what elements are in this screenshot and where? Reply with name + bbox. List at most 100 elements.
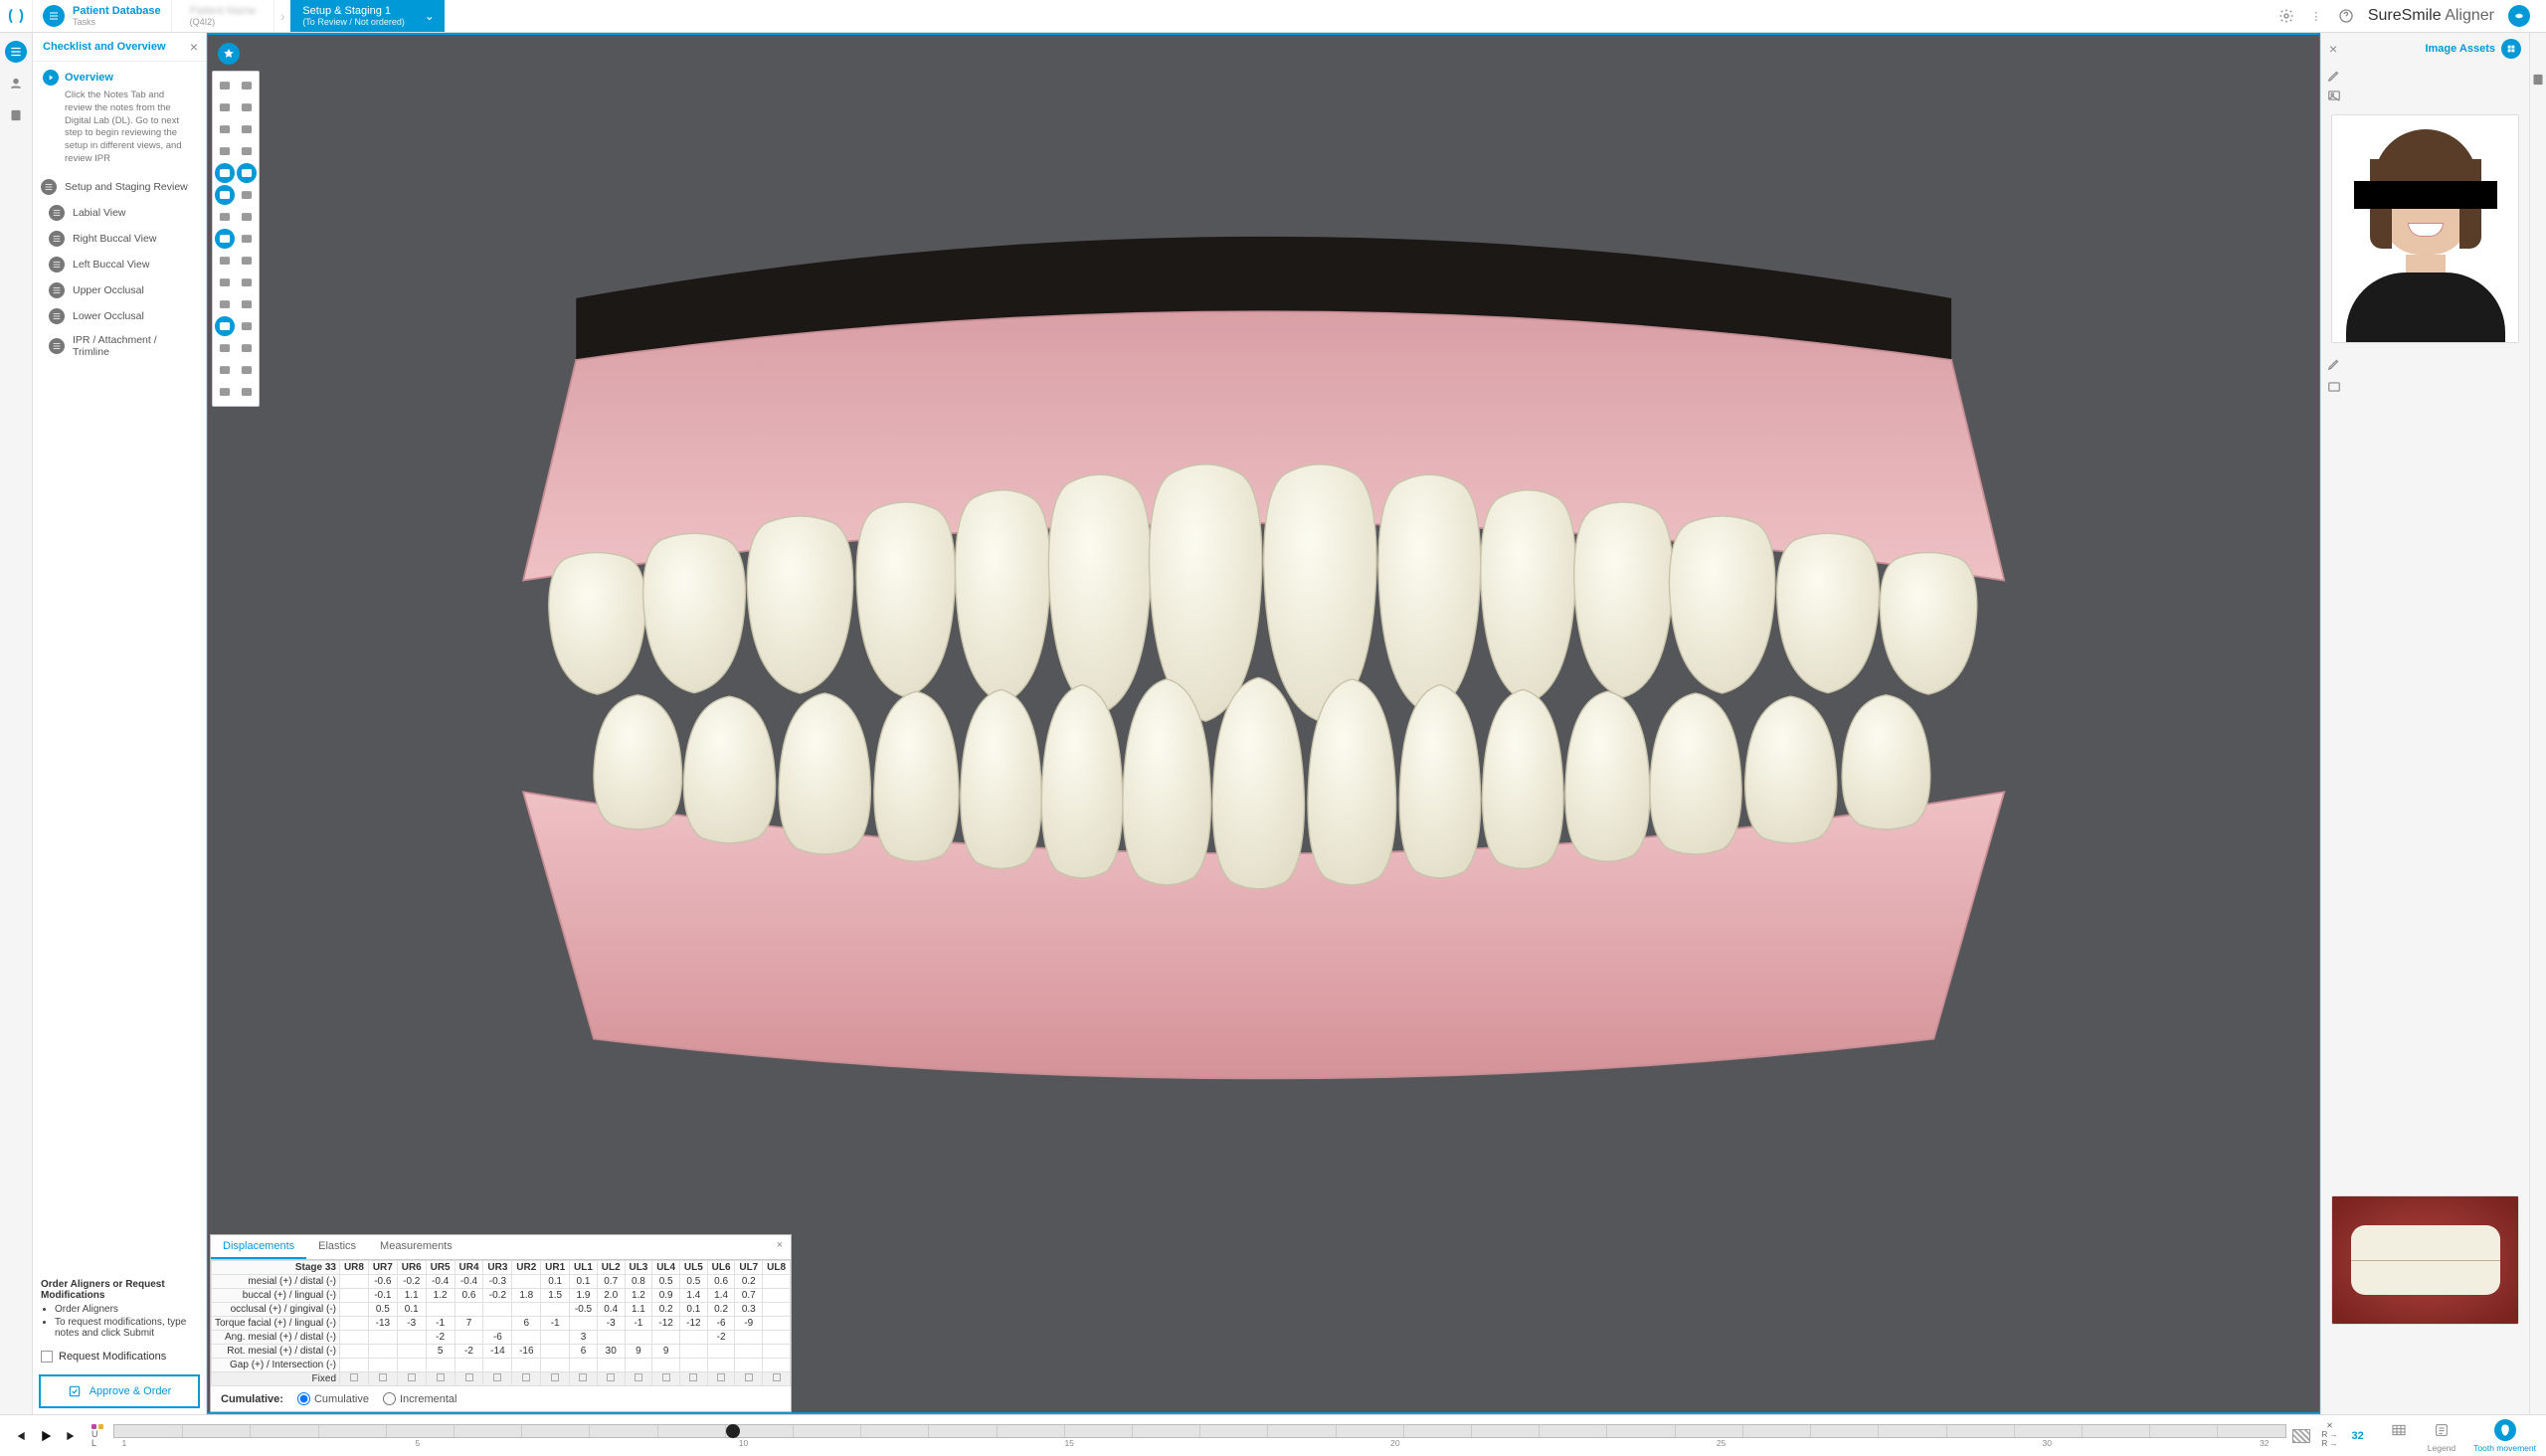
tool-layout1[interactable]	[215, 97, 235, 117]
checklist-view-item[interactable]: Lower Occlusal	[33, 303, 206, 329]
tool-layout3[interactable]	[215, 119, 235, 139]
patient-db-icon	[43, 5, 65, 27]
stage-dropdown[interactable]: Setup & Staging 1 (To Review / Not order…	[290, 0, 445, 32]
viewport-3d[interactable]: Camera (Patient View) Navigation Displac…	[207, 33, 2320, 1414]
checklist-view-item[interactable]: Left Buccal View	[33, 252, 206, 277]
tool-bite[interactable]	[237, 338, 257, 358]
data-tabs: DisplacementsElasticsMeasurements ×	[211, 1235, 791, 1260]
data-tab-measurements[interactable]: Measurements	[368, 1235, 464, 1259]
tool-attach[interactable]	[237, 273, 257, 292]
patient-photo[interactable]	[2331, 114, 2519, 343]
patient-db-title: Patient Database	[73, 5, 161, 17]
tool-compare[interactable]	[215, 229, 235, 249]
favorite-view-button[interactable]	[218, 43, 240, 65]
tool-arch2[interactable]	[237, 141, 257, 161]
app-logo	[0, 0, 33, 32]
rail-doc-icon[interactable]	[2531, 73, 2545, 90]
tool-curve[interactable]	[215, 338, 235, 358]
main: Checklist and Overview × Overview Click …	[0, 33, 2546, 1414]
radio-cumulative[interactable]: Cumulative	[297, 1392, 369, 1405]
list-icon	[49, 231, 65, 247]
tool-occlu-u[interactable]	[215, 163, 235, 183]
checklist-view-item[interactable]: IPR / Attachment / Trimline	[33, 329, 206, 363]
tool-ipr[interactable]	[215, 294, 235, 314]
tool-layout4[interactable]	[237, 119, 257, 139]
patient-name: Patient Name	[190, 5, 257, 17]
tool-gum-u[interactable]	[215, 185, 235, 205]
tick-label: 25	[1717, 1438, 1726, 1448]
review-title-label: Setup and Staging Review	[65, 181, 188, 193]
checklist-view-item[interactable]: Labial View	[33, 200, 206, 226]
list-icon	[49, 282, 65, 298]
edit-icon-2[interactable]	[2327, 357, 2341, 374]
view-item-label: Right Buccal View	[73, 233, 156, 245]
overview-section: Overview Click the Notes Tab and review …	[33, 62, 206, 174]
rail-patient-icon[interactable]	[5, 73, 27, 94]
rail-checklist-button[interactable]	[5, 41, 27, 63]
data-panel-close-icon[interactable]: ×	[769, 1235, 791, 1259]
tool-stage2[interactable]	[237, 316, 257, 336]
data-tab-elastics[interactable]: Elastics	[306, 1235, 368, 1259]
timeline-grid-button[interactable]	[2388, 1419, 2410, 1453]
arch-toggle[interactable]: U L	[91, 1424, 103, 1448]
approve-order-button[interactable]: Approve & Order	[39, 1374, 200, 1408]
tool-trim[interactable]	[237, 294, 257, 314]
rail-notes-icon[interactable]	[5, 104, 27, 126]
intraoral-photo[interactable]	[2331, 1195, 2519, 1325]
tool-grid[interactable]	[237, 76, 257, 95]
request-mod-checkbox[interactable]: Request Modifications	[33, 1347, 206, 1370]
radio-incremental[interactable]: Incremental	[383, 1392, 456, 1405]
tool-blank[interactable]	[237, 251, 257, 271]
play-button[interactable]	[36, 1426, 56, 1446]
image-panel-close-icon[interactable]: ×	[2329, 41, 2337, 57]
setup-review-header[interactable]: Setup and Staging Review	[33, 174, 206, 200]
overview-header[interactable]: Overview	[43, 70, 196, 86]
checklist-view-item[interactable]: Upper Occlusal	[33, 277, 206, 303]
legend-button[interactable]: Legend	[2428, 1419, 2455, 1453]
image-panel-title: Image Assets	[2337, 43, 2501, 55]
more-icon[interactable]: ⋮	[2308, 8, 2324, 24]
help-icon[interactable]	[2338, 8, 2354, 24]
tick-label: 5	[415, 1438, 420, 1448]
patient-crumb[interactable]: Patient Name (Q4I2)	[172, 0, 275, 32]
tool-mirror[interactable]	[237, 382, 257, 402]
stage-slider[interactable]: 15101520253032	[113, 1421, 2286, 1451]
tool-teeth1[interactable]	[215, 207, 235, 227]
tool-measure[interactable]	[215, 251, 235, 271]
view-item-label: Left Buccal View	[73, 259, 149, 271]
timeline-bar: U L 15101520253032 ✕ R → R → 32 Legend T…	[0, 1414, 2546, 1456]
patient-database-button[interactable]: Patient Database Tasks	[33, 0, 172, 32]
data-tab-displacements[interactable]: Displacements	[211, 1235, 306, 1259]
checklist-close-icon[interactable]: ×	[190, 39, 198, 55]
tool-layout2[interactable]	[237, 97, 257, 117]
overcorrection-indicator	[2292, 1429, 2310, 1443]
checklist-view-item[interactable]: Right Buccal View	[33, 226, 206, 252]
list-icon	[49, 205, 65, 221]
next-stage-button[interactable]	[62, 1426, 82, 1446]
edit-icon[interactable]	[2327, 69, 2341, 83]
tool-gum-l[interactable]	[237, 185, 257, 205]
settings-icon[interactable]	[2278, 8, 2294, 24]
cumulative-label: Cumulative:	[221, 1393, 283, 1405]
image-icon-2[interactable]	[2327, 380, 2341, 397]
tool-home[interactable]	[215, 76, 235, 95]
tool-rotate[interactable]	[215, 382, 235, 402]
tool-stage-sel[interactable]	[215, 316, 235, 336]
approve-label: Approve & Order	[90, 1385, 172, 1397]
tool-teeth2[interactable]	[237, 207, 257, 227]
tool-angle[interactable]	[237, 360, 257, 380]
tool-compare2[interactable]	[237, 229, 257, 249]
tool-collision[interactable]	[215, 273, 235, 292]
tick-label: 10	[739, 1438, 748, 1448]
tool-occlu-l[interactable]	[237, 163, 257, 183]
list-icon	[49, 308, 65, 324]
prev-stage-button[interactable]	[10, 1426, 30, 1446]
tool-ruler[interactable]	[215, 360, 235, 380]
track-endcap: ✕ R → R →	[2322, 1422, 2338, 1448]
image-icon[interactable]	[2327, 89, 2341, 102]
tool-arch1[interactable]	[215, 141, 235, 161]
tooth-movement-button[interactable]: Tooth movement	[2473, 1419, 2536, 1453]
model-render	[377, 228, 2150, 1109]
list-icon	[41, 179, 57, 195]
view-item-label: Labial View	[73, 207, 126, 219]
